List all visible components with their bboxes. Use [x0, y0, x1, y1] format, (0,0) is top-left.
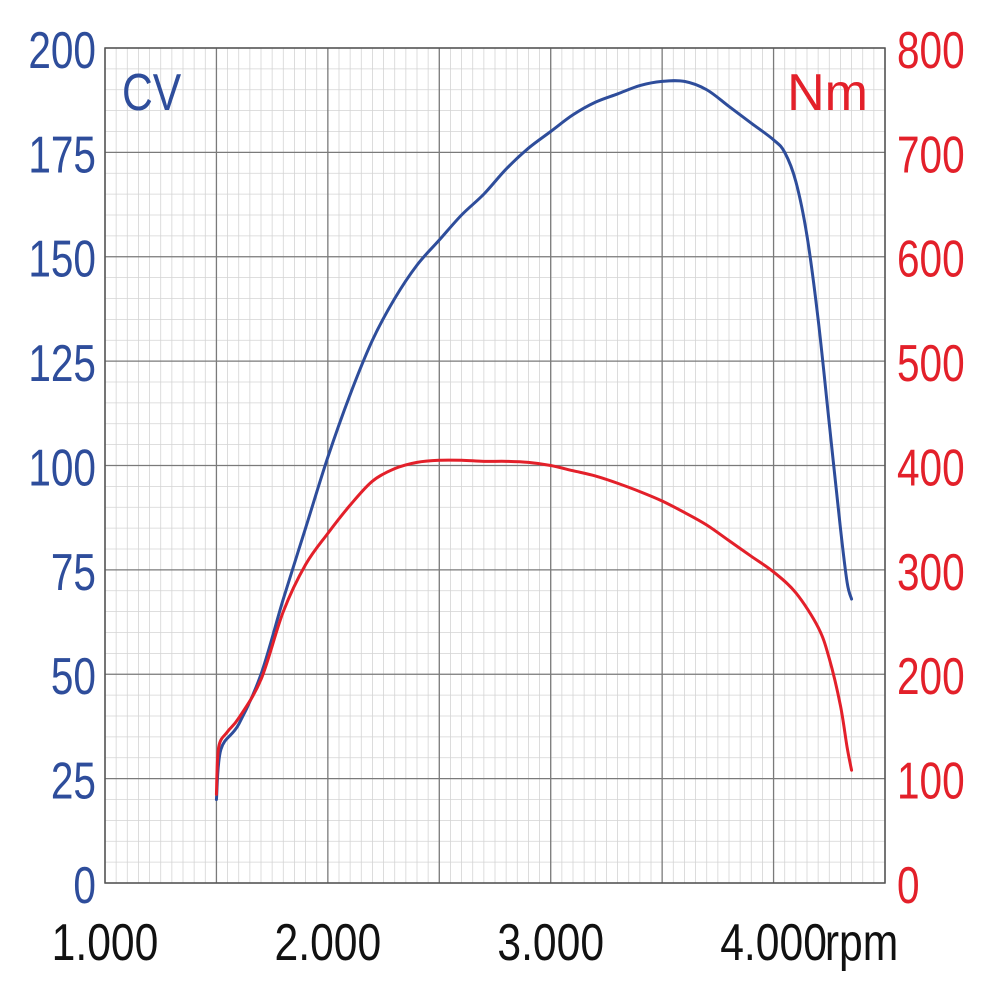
x-axis-tick-label: 3.000 — [497, 914, 604, 972]
left-axis-tick-label: 125 — [28, 334, 96, 392]
power-curve-line — [214, 79, 854, 801]
right-axis-tick-label: 800 — [897, 21, 965, 79]
torque-curve-line — [214, 458, 854, 796]
right-axis-tick-labels: 0 100 200 300 400 500 600 700 800 — [897, 21, 965, 914]
plot-border — [104, 47, 886, 884]
right-axis-tick-label: 0 — [897, 856, 920, 914]
plot-frame — [104, 47, 886, 884]
right-axis-tick-label: 500 — [897, 334, 965, 392]
right-axis-tick-label: 400 — [897, 439, 965, 497]
left-axis-tick-label: 25 — [51, 752, 96, 810]
left-axis-tick-label: 150 — [28, 230, 96, 288]
left-axis-tick-labels: 0 25 50 75 100 125 150 175 200 — [28, 21, 96, 914]
right-axis-tick-label: 600 — [897, 230, 965, 288]
left-axis-tick-label: 200 — [28, 21, 96, 79]
x-axis-unit-label: rpm — [825, 914, 898, 972]
right-axis-tick-label: 200 — [897, 647, 965, 705]
left-axis-tick-label: 175 — [28, 126, 96, 184]
x-axis-tick-label: 2.000 — [275, 914, 382, 972]
left-axis-tick-label: 50 — [51, 647, 96, 705]
right-axis-tick-label: 300 — [897, 543, 965, 601]
x-axis-tick-label: 1.000 — [52, 914, 159, 972]
left-axis-tick-label: 100 — [28, 439, 96, 497]
x-axis-tick-label: 4.000 — [720, 914, 827, 972]
right-axis-tick-label: 700 — [897, 126, 965, 184]
right-axis-unit-label: Nm — [787, 64, 868, 122]
right-axis-tick-label: 100 — [897, 752, 965, 810]
left-axis-tick-label: 75 — [51, 543, 96, 601]
left-axis-unit-label: CV — [122, 64, 181, 122]
series-layer — [214, 79, 854, 801]
left-axis-tick-label: 0 — [73, 856, 96, 914]
